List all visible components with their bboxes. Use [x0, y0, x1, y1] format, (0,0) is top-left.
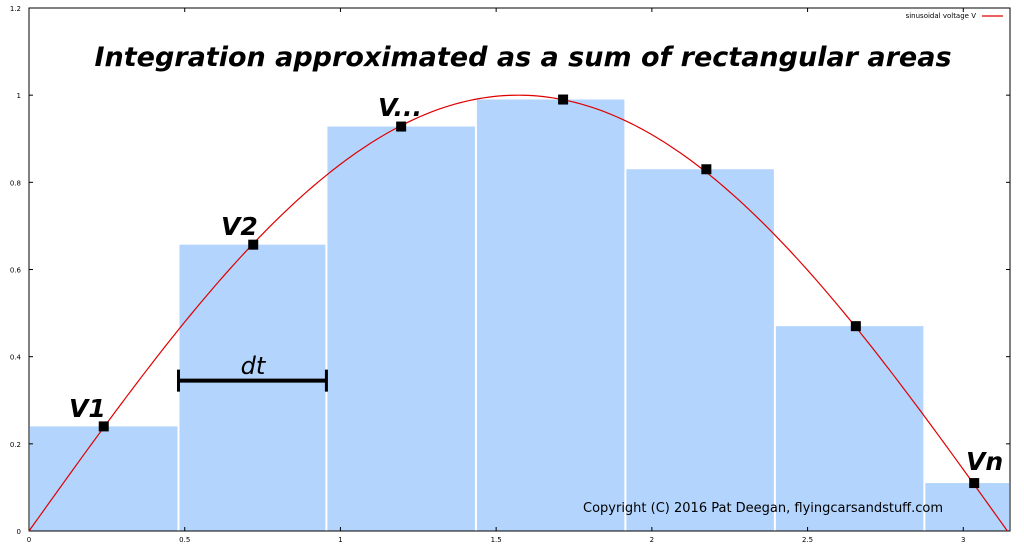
rectangle-bar-1: [30, 426, 178, 531]
y-tick-label: 0.4: [10, 354, 22, 362]
rectangle-bar-3: [327, 126, 475, 532]
chart-title: Integration approximated as a sum of rec…: [94, 42, 951, 73]
label-v2: V2: [221, 212, 258, 241]
x-tick-label: 2: [650, 536, 654, 544]
sample-point-3: [396, 121, 407, 132]
x-tick-label: 3: [961, 536, 965, 544]
dt-label: dt: [241, 352, 267, 380]
y-tick-label: 0.6: [10, 267, 22, 275]
rectangle-bar-6: [775, 326, 924, 531]
x-tick-label: 1.5: [491, 536, 502, 544]
copyright-text: Copyright (C) 2016 Pat Deegan, flyingcar…: [583, 501, 943, 516]
sine-curve: [28, 94, 1008, 532]
rectangle-bar-4: [476, 99, 625, 532]
y-tick-label: 0.2: [10, 441, 21, 449]
sample-point-6: [850, 321, 861, 332]
label-vn: Vn: [966, 447, 1003, 476]
y-tick-label: 0.8: [10, 179, 21, 187]
bars-layer: [30, 99, 1009, 532]
label-v1: V1: [69, 394, 106, 423]
ticks-layer: 0 0.5 1 1.5 2 2.5 3 0 0.2 0.4 0.6 0.8 1 1.2: [10, 5, 1010, 544]
sample-point-1: [98, 421, 109, 432]
y-tick-label: 1: [17, 92, 21, 100]
sample-point-4: [558, 94, 569, 105]
rectangle-bar-7: [925, 483, 1009, 531]
legend-label: sinusoidal voltage V: [906, 12, 977, 20]
x-tick-label: 0: [27, 536, 31, 544]
x-tick-label: 2.5: [802, 536, 813, 544]
x-tick-label: 0.5: [179, 536, 190, 544]
legend: sinusoidal voltage V: [906, 12, 1003, 20]
sample-point-7: [969, 478, 980, 489]
rectangle-bar-5: [626, 169, 774, 531]
x-tick-label: 1: [338, 536, 342, 544]
y-tick-label: 0: [17, 528, 21, 536]
y-tick-label: 1.2: [10, 5, 21, 13]
sample-point-5: [701, 164, 712, 175]
points-layer: [98, 94, 980, 489]
rectangle-bar-2: [179, 244, 326, 531]
dt-bracket: [176, 369, 328, 392]
label-vdots: V...: [378, 93, 422, 122]
sample-point-2: [248, 239, 259, 250]
